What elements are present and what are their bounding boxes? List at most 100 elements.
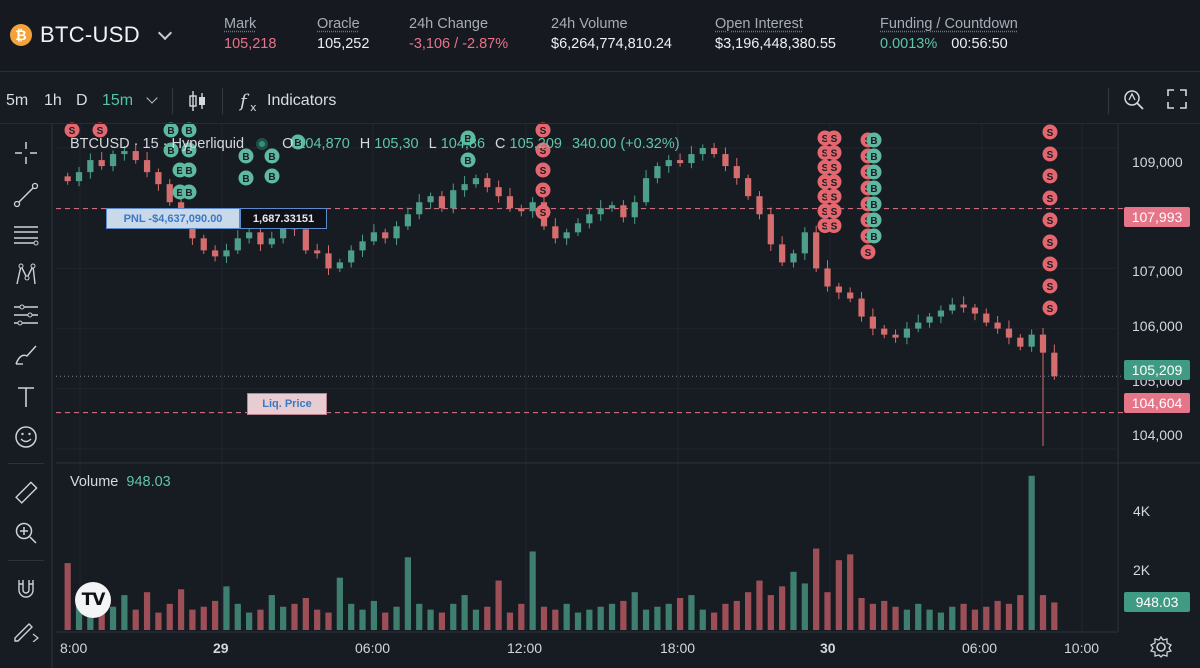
buy-marker[interactable]: B [866, 196, 882, 212]
sell-marker[interactable]: S [1042, 190, 1058, 206]
buy-marker[interactable]: B [264, 168, 280, 184]
buy-marker[interactable]: B [238, 170, 254, 186]
emoji-icon[interactable] [10, 421, 42, 453]
timeframe-5m[interactable]: 5m [6, 92, 29, 109]
sell-marker[interactable]: S [1042, 234, 1058, 250]
buy-marker[interactable]: B [181, 142, 197, 158]
candle-body [552, 226, 559, 239]
buy-marker-dot [866, 212, 882, 228]
marker-letter: S [1047, 128, 1054, 139]
candle-body [404, 214, 412, 227]
sell-marker[interactable]: S [535, 204, 551, 220]
buy-marker-dot [181, 142, 197, 158]
fx-icon[interactable]: f x [238, 89, 264, 113]
forecast-icon[interactable] [10, 299, 42, 331]
marker-letter: B [870, 152, 877, 163]
volume-bar [1017, 595, 1024, 630]
sell-marker[interactable]: S [826, 203, 842, 219]
buy-marker-dot [866, 228, 882, 244]
candle-body [699, 148, 706, 155]
sell-marker[interactable]: S [535, 182, 551, 198]
text-icon[interactable] [10, 381, 42, 413]
magnet-icon[interactable] [10, 573, 42, 605]
candle-body [382, 232, 389, 239]
buy-marker[interactable]: B [163, 122, 179, 138]
candle-body [767, 214, 774, 245]
sell-marker[interactable]: S [826, 174, 842, 190]
buy-marker[interactable]: B [264, 148, 280, 164]
volume-bar [835, 560, 842, 630]
symbol-label[interactable]: BTCUSD · 15 · Hyperliquid [70, 136, 245, 152]
high-label: H [359, 136, 371, 152]
sell-marker-dot [826, 188, 842, 204]
sell-marker[interactable]: S [826, 145, 842, 161]
sell-marker[interactable]: S [1042, 146, 1058, 162]
buy-marker[interactable]: B [866, 212, 882, 228]
pnl-label[interactable]: PNL -$4,637,090.00 [106, 208, 240, 229]
timeframe-1h[interactable]: 1h [44, 92, 62, 109]
candle-body [370, 232, 377, 242]
stat-funding: Funding / Countdown 0.0013% 00:56:50 [880, 16, 1018, 52]
timeframe-d[interactable]: D [76, 92, 88, 109]
buy-marker[interactable]: B [181, 162, 197, 178]
sell-marker[interactable]: S [1042, 300, 1058, 316]
sell-marker[interactable]: S [535, 122, 551, 138]
volume-bar [915, 603, 922, 630]
tradingview-logo[interactable]: TV [75, 582, 111, 618]
sell-marker[interactable]: S [1042, 256, 1058, 272]
buy-marker-dot [460, 152, 476, 168]
volume-bar [438, 612, 446, 630]
volume-bar [166, 603, 173, 630]
sell-marker[interactable]: S [535, 162, 551, 178]
buy-marker[interactable]: B [866, 132, 882, 148]
candles-icon[interactable] [187, 89, 207, 113]
ruler-icon[interactable] [10, 477, 42, 509]
indicators-button[interactable]: Indicators [267, 92, 337, 109]
sell-marker[interactable]: S [826, 188, 842, 204]
sell-marker[interactable]: S [826, 130, 842, 146]
crosshair-icon[interactable] [10, 137, 42, 169]
chevron-down-icon[interactable] [146, 92, 158, 104]
volume-bar [518, 603, 525, 630]
sell-marker[interactable]: S [860, 244, 876, 260]
marker-letter: B [870, 216, 877, 227]
svg-text:x: x [250, 101, 257, 113]
zoom-in-icon[interactable] [10, 517, 42, 549]
buy-marker[interactable]: B [866, 164, 882, 180]
sell-marker[interactable]: S [535, 142, 551, 158]
buy-marker[interactable]: B [181, 184, 197, 200]
buy-marker[interactable]: B [866, 228, 882, 244]
buy-marker[interactable]: B [460, 152, 476, 168]
lock-pencil-icon[interactable] [10, 613, 42, 645]
position-size-label[interactable]: 1,687.33151 [240, 208, 327, 229]
buy-marker[interactable]: B [163, 142, 179, 158]
sell-marker[interactable]: S [64, 122, 80, 138]
brush-icon[interactable] [10, 339, 42, 371]
sell-marker[interactable]: S [826, 218, 842, 234]
sell-marker[interactable]: S [92, 122, 108, 138]
sell-marker[interactable]: S [1042, 278, 1058, 294]
buy-marker[interactable]: B [181, 122, 197, 138]
buy-marker[interactable]: B [290, 134, 306, 150]
trendline-icon[interactable] [10, 179, 42, 211]
zoom-hand-icon[interactable] [1122, 88, 1146, 112]
fib-icon[interactable] [10, 219, 42, 251]
buy-marker[interactable]: B [460, 130, 476, 146]
sell-marker-dot [535, 122, 551, 138]
buy-marker[interactable]: B [866, 180, 882, 196]
gear-icon[interactable] [1150, 636, 1172, 658]
buy-marker[interactable]: B [866, 148, 882, 164]
buy-marker[interactable]: B [238, 148, 254, 164]
fullscreen-icon[interactable] [1166, 88, 1188, 110]
liquidation-label[interactable]: Liq. Price [247, 393, 327, 415]
sell-marker[interactable]: S [1042, 212, 1058, 228]
pair-selector[interactable]: ₿ BTC-USD [10, 22, 172, 48]
marker-letter: S [1047, 194, 1054, 205]
sell-marker[interactable]: S [1042, 124, 1058, 140]
sell-marker[interactable]: S [826, 159, 842, 175]
pattern-icon[interactable] [10, 259, 42, 291]
timeframe-15m[interactable]: 15m [102, 92, 134, 109]
sell-marker[interactable]: S [1042, 168, 1058, 184]
low-label: L [428, 136, 437, 152]
